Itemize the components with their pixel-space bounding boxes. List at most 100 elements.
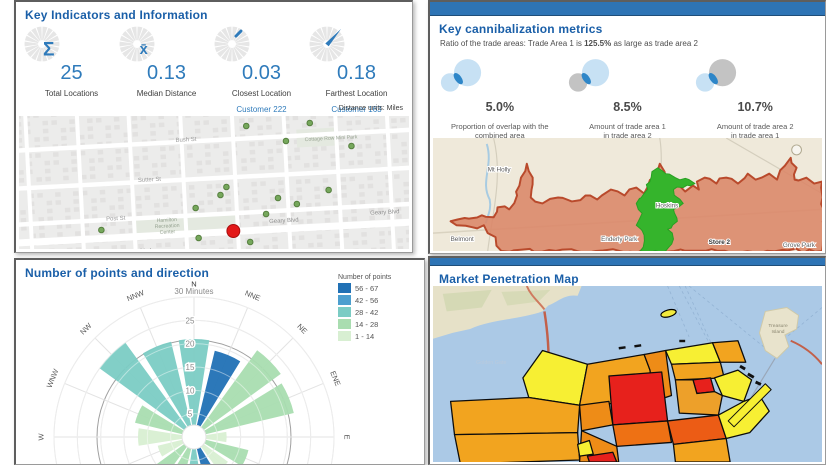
legend-item[interactable]: 56 - 67 <box>338 283 412 293</box>
metric-area1-in-area2: 8.5% Amount of trade area 1 in trade area… <box>564 58 692 140</box>
map-label: Mt Holly <box>488 167 512 174</box>
tract-polygon[interactable] <box>612 420 673 447</box>
highway-shield-icon <box>791 144 802 156</box>
svg-text:x̄: x̄ <box>140 42 149 58</box>
rose-sector-NNE[interactable] <box>196 350 241 427</box>
treasure-island <box>758 306 800 359</box>
tract-polygon[interactable] <box>608 371 669 426</box>
park-label: Recreation <box>155 223 180 230</box>
trade-overlap-polygon[interactable] <box>635 167 696 251</box>
rose-sector-E[interactable] <box>205 431 227 443</box>
metric-value: 5.0% <box>485 100 515 114</box>
tract-polygon[interactable] <box>578 400 614 432</box>
rose-sector-NW[interactable] <box>99 342 187 430</box>
street-labels: Bush St Sutter St Post St Geary Blvd Gea… <box>106 134 400 249</box>
selected-location-point[interactable] <box>226 224 241 238</box>
location-point[interactable] <box>282 137 290 145</box>
legend-item[interactable]: 28 - 42 <box>338 307 412 317</box>
rose-sector-SE[interactable] <box>201 444 228 465</box>
water-label: Golden Gate <box>476 360 506 366</box>
legend-swatch <box>338 283 351 293</box>
location-point[interactable] <box>293 200 301 208</box>
indicator-sublabel[interactable]: Customer 222 <box>236 105 287 114</box>
legend-item[interactable]: 14 - 28 <box>338 319 412 329</box>
map-label: Enderly Park <box>601 236 638 243</box>
tract-polygon[interactable] <box>586 451 618 462</box>
rose-sector-SW[interactable] <box>145 444 187 465</box>
rose-sector-ESE[interactable] <box>204 439 249 465</box>
rose-sector-NE[interactable] <box>201 350 281 430</box>
farthest-gauge-icon <box>309 26 345 62</box>
location-point[interactable] <box>242 122 250 130</box>
rose-sector-NNW[interactable] <box>142 341 192 427</box>
indicator-farthest-location: 0.18 Farthest Location Customer 163 <box>309 26 404 114</box>
rose-sector-S[interactable] <box>183 448 205 465</box>
location-point[interactable] <box>306 119 314 127</box>
svg-text:Σ: Σ <box>43 39 54 60</box>
panel-key-indicators: Key Indicators and Information Σ 25 Tota… <box>14 0 413 253</box>
legend-swatch <box>338 331 351 341</box>
location-point[interactable] <box>348 142 355 150</box>
tract-polygon[interactable] <box>711 340 747 363</box>
tract-polygon[interactable] <box>713 369 753 403</box>
island-label: Island <box>772 329 785 335</box>
tract-polygon[interactable] <box>577 439 594 457</box>
tract-polygon[interactable] <box>453 432 581 462</box>
indicator-sublabel <box>119 105 214 114</box>
venn-area2-icon <box>696 59 737 92</box>
indicator-total-locations: Σ 25 Total Locations <box>24 26 119 114</box>
park-label: Hamilton <box>156 217 177 224</box>
location-point[interactable] <box>192 204 199 212</box>
venn-area1-icon <box>568 59 609 92</box>
island-label: Treasure <box>768 323 788 329</box>
rose-sector-WNW[interactable] <box>135 405 184 435</box>
location-point[interactable] <box>217 191 224 199</box>
street-label: Post St <box>106 216 126 223</box>
location-point[interactable] <box>246 238 254 246</box>
legend-item[interactable]: 42 - 56 <box>338 295 412 305</box>
trade-area-map[interactable]: Mt Holly Belmont Hoskins Enderly Park St… <box>433 138 822 251</box>
rose-sector-N[interactable] <box>178 339 210 426</box>
svg-text:NW: NW <box>78 321 94 337</box>
location-point[interactable] <box>262 210 270 218</box>
locations-street-map[interactable]: Bush St Sutter St Post St Geary Blvd Gea… <box>19 116 409 249</box>
location-points[interactable] <box>98 119 355 246</box>
location-point[interactable] <box>98 226 105 234</box>
legend-swatch <box>338 295 351 305</box>
svg-text:WNW: WNW <box>45 367 61 389</box>
rose-legend: Number of points 56 - 67 42 - 56 28 - 42… <box>338 274 412 343</box>
location-point[interactable] <box>223 183 230 191</box>
svg-text:15: 15 <box>186 363 195 372</box>
rose-sectors[interactable] <box>99 339 294 465</box>
rose-sector-WSW[interactable] <box>157 439 184 457</box>
location-point[interactable] <box>325 186 332 194</box>
rose-sector-SSE[interactable] <box>196 447 240 465</box>
location-point[interactable] <box>274 194 282 202</box>
ratio-value: 125.5% <box>584 39 612 48</box>
panel-header-bar <box>430 258 825 266</box>
legend-item[interactable]: 1 - 14 <box>338 331 412 341</box>
penetration-polygons[interactable] <box>449 340 772 462</box>
street-label: Sutter St <box>138 177 162 184</box>
park-label: Cottage Row Mini Park <box>305 134 358 143</box>
indicator-median-distance: x̄ 0.13 Median Distance <box>119 26 214 114</box>
indicator-sublabel[interactable]: Customer 163 <box>331 105 382 114</box>
tract-polygon[interactable] <box>674 379 723 416</box>
market-penetration-map[interactable]: Golden Gate Treasure Island <box>433 286 822 462</box>
tract-polygon[interactable] <box>672 437 731 462</box>
rose-sector-ENE[interactable] <box>204 383 294 435</box>
radial-ticks: 5 10 15 20 25 30 Minutes <box>173 286 215 421</box>
metric-value: 8.5% <box>613 100 642 114</box>
location-point[interactable] <box>195 234 202 242</box>
indicator-label: Total Locations <box>44 89 99 98</box>
indicator-sublabel <box>24 105 119 114</box>
rose-sector-SSW[interactable] <box>170 447 192 465</box>
svg-text:NNE: NNE <box>244 288 262 302</box>
bridge-strip-polygon[interactable] <box>727 383 772 428</box>
tract-polygon[interactable] <box>449 396 581 436</box>
svg-text:20: 20 <box>186 340 195 349</box>
rose-sector-W[interactable] <box>138 428 183 446</box>
svg-text:E: E <box>343 434 352 439</box>
svg-text:ENE: ENE <box>328 370 342 388</box>
